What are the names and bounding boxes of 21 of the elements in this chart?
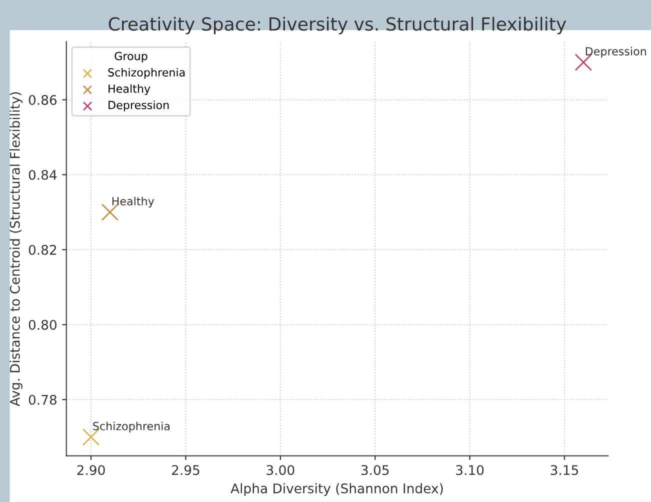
legend-label: Healthy [108, 84, 150, 96]
legend-title: Group [114, 52, 148, 62]
annotation: Schizophrenia [93, 422, 170, 432]
y-tick-label: 0.82 [28, 244, 56, 255]
x-tick-label: 3.05 [361, 465, 389, 476]
chart-title: Creativity Space: Diversity vs. Structural Flexibility [108, 16, 566, 34]
x-tick-label: 2.90 [77, 465, 105, 476]
annotation: Healthy [112, 196, 154, 208]
legend-label: Schizophrenia [108, 68, 185, 79]
annotation: Depression [586, 46, 646, 58]
legend-label: Depression [108, 100, 169, 112]
x-axis-title: Alpha Diversity (Shannon Index) [230, 483, 443, 496]
x-tick-label: 3.15 [550, 465, 578, 476]
x-tick-label: 3.00 [266, 465, 294, 476]
y-tick-label: 0.80 [28, 320, 56, 330]
y-tick-label: 0.78 [28, 394, 56, 405]
y-tick-label: 0.86 [28, 94, 57, 105]
y-tick-label: 0.84 [28, 170, 57, 180]
x-tick-label: 3.10 [456, 465, 484, 476]
x-tick-label: 2.95 [172, 465, 200, 476]
y-axis-title: Avg. Distance to Centroid (Structural Flexibility) [10, 92, 22, 406]
